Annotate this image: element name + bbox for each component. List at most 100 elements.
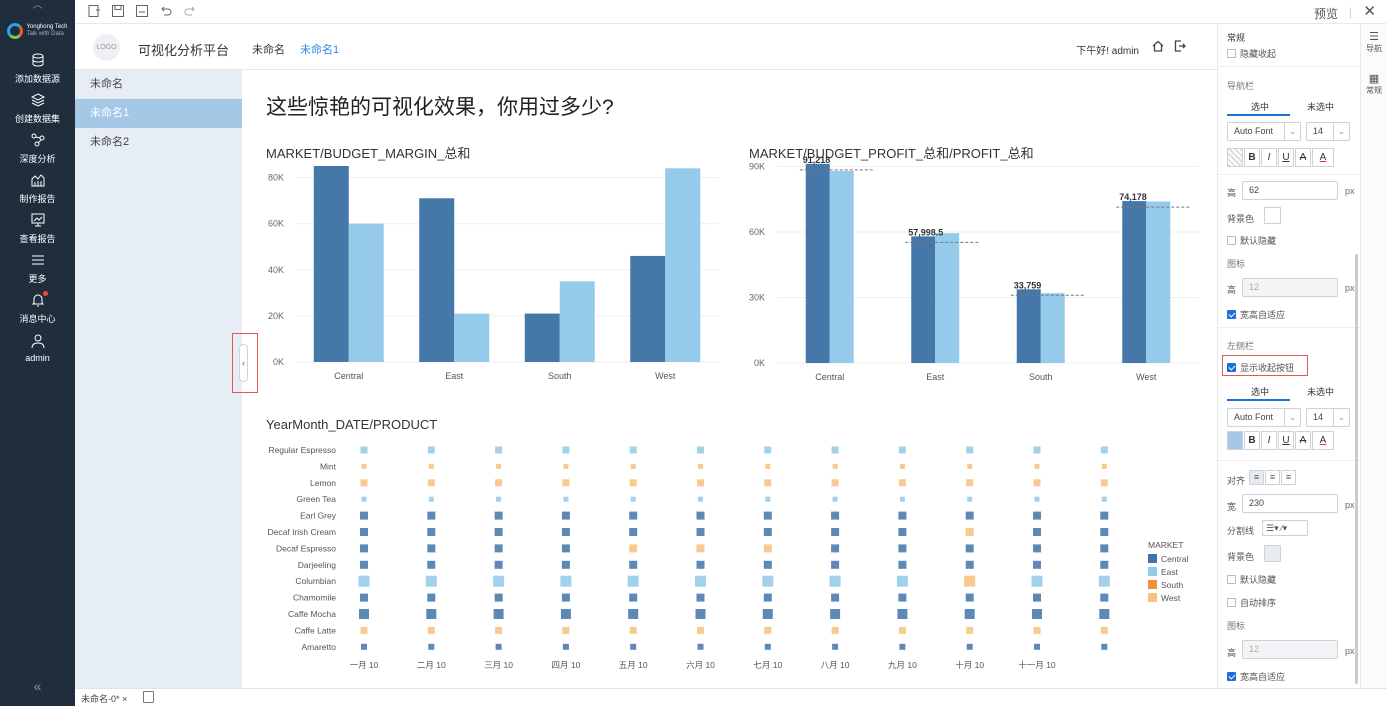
heat-cell[interactable] [897, 609, 908, 619]
heat-cell[interactable] [561, 511, 570, 520]
heat-cell[interactable] [629, 626, 637, 634]
heat-cell[interactable] [764, 626, 772, 634]
font-size-select[interactable]: 14 ⌄ [1306, 122, 1350, 141]
heat-cell[interactable] [361, 643, 367, 650]
heat-cell[interactable] [1033, 560, 1041, 569]
align-right-icon[interactable]: ≡ [1281, 470, 1296, 485]
heat-cell[interactable] [1034, 496, 1040, 502]
heat-cell[interactable] [427, 626, 435, 634]
heat-cell[interactable] [964, 575, 976, 587]
bar-East-0[interactable] [911, 236, 936, 363]
heat-cell[interactable] [764, 479, 772, 487]
divider-style-select[interactable]: ☰▾ ∕▾ [1262, 520, 1308, 536]
align-center-icon[interactable]: ≡ [1265, 470, 1280, 485]
default-hide-checkbox[interactable]: 默认隐藏 [1227, 573, 1276, 586]
logout-icon[interactable] [1173, 39, 1187, 53]
home-icon[interactable] [1151, 39, 1165, 53]
heat-cell[interactable] [1101, 643, 1108, 650]
heat-cell[interactable] [764, 446, 772, 454]
heat-cell[interactable] [696, 511, 705, 520]
bar-South-1[interactable] [1040, 293, 1065, 363]
heat-cell[interactable] [763, 528, 772, 536]
appbar-item-0[interactable]: 添加数据源 [0, 48, 75, 88]
heat-cell[interactable] [1100, 528, 1109, 536]
heat-cell[interactable] [898, 479, 906, 487]
heat-cell[interactable] [629, 544, 638, 553]
tab-selected[interactable]: 选中 [1251, 387, 1270, 397]
tab-selected[interactable]: 选中 [1251, 102, 1270, 112]
doc-tab[interactable]: 未命名-0* × [81, 694, 128, 704]
heat-cell[interactable] [1033, 593, 1041, 602]
heat-cell[interactable] [1032, 609, 1042, 619]
heat-cell[interactable] [1031, 575, 1043, 587]
bg-color-icon[interactable] [1227, 431, 1243, 450]
heat-cell[interactable] [1098, 575, 1110, 587]
heat-cell[interactable] [830, 609, 841, 619]
heat-cell[interactable] [762, 575, 774, 587]
font-select[interactable]: Auto Font ⌄ [1227, 122, 1301, 141]
heat-cell[interactable] [428, 463, 434, 469]
bar-South-0[interactable] [1016, 289, 1041, 363]
heat-cell[interactable] [360, 560, 368, 569]
bold-button[interactable]: B [1244, 148, 1260, 167]
default-hide-checkbox[interactable]: 默认隐藏 [1227, 234, 1276, 247]
heat-cell[interactable] [697, 626, 704, 634]
heat-cell[interactable] [493, 609, 504, 619]
heat-cell[interactable] [359, 609, 369, 619]
heat-cell[interactable] [494, 511, 503, 520]
heat-cell[interactable] [1100, 560, 1109, 569]
heat-cell[interactable] [1100, 479, 1108, 487]
heat-cell[interactable] [428, 643, 435, 650]
heat-cell[interactable] [831, 593, 840, 602]
heat-cell[interactable] [360, 544, 368, 553]
heat-cell[interactable] [361, 496, 367, 502]
undo-icon[interactable] [159, 4, 173, 18]
save-icon[interactable] [111, 4, 125, 18]
heat-cell[interactable] [427, 528, 436, 536]
bar-South-1[interactable] [559, 281, 595, 362]
heat-cell[interactable] [1100, 511, 1109, 520]
heat-cell[interactable] [967, 463, 973, 469]
underline-button[interactable]: U [1278, 148, 1294, 167]
bar-East-0[interactable] [419, 198, 455, 362]
heat-cell[interactable] [831, 511, 840, 520]
legend-label[interactable]: East [1161, 567, 1179, 577]
bar-Central-0[interactable] [313, 166, 349, 362]
heat-cell[interactable] [965, 593, 974, 602]
heat-cell[interactable] [494, 544, 503, 553]
legend-label[interactable]: West [1161, 593, 1181, 603]
bar-Central-0[interactable] [805, 163, 830, 363]
hide-collapse-checkbox[interactable]: 隐藏收起 [1227, 47, 1276, 60]
appbar-item-2[interactable]: 深度分析 [0, 128, 75, 168]
heat-cell[interactable] [765, 463, 771, 469]
side-tab-nav[interactable]: ☰ 导航 [1361, 30, 1386, 54]
heat-cell[interactable] [360, 626, 368, 634]
heat-cell[interactable] [360, 511, 368, 520]
heat-cell[interactable] [560, 575, 572, 587]
heat-cell[interactable] [965, 560, 974, 569]
left-collapse-button-highlight[interactable]: ‹ [232, 333, 258, 393]
heat-cell[interactable] [1100, 446, 1108, 454]
heat-cell[interactable] [896, 575, 908, 587]
heat-cell[interactable] [966, 643, 973, 650]
heat-cell[interactable] [495, 479, 503, 487]
heat-cell[interactable] [966, 446, 974, 454]
heat-cell[interactable] [695, 575, 706, 587]
heat-cell[interactable] [360, 446, 368, 454]
heat-cell[interactable] [697, 446, 704, 454]
bar-West-1[interactable] [665, 168, 701, 362]
appbar-item-5[interactable]: 更多 [0, 248, 75, 288]
heat-cell[interactable] [831, 528, 840, 536]
appbar-item-3[interactable]: 制作报告 [0, 168, 75, 208]
leftnav-item-0[interactable]: 未命名 [90, 78, 123, 90]
font-size-select[interactable]: 14 ⌄ [1306, 408, 1350, 427]
heat-cell[interactable] [898, 560, 907, 569]
heat-cell[interactable] [560, 609, 571, 619]
heat-cell[interactable] [831, 560, 840, 569]
heat-cell[interactable] [696, 593, 705, 602]
heat-cell[interactable] [1034, 643, 1040, 650]
heat-cell[interactable] [831, 446, 839, 454]
leftnav-item-2[interactable]: 未命名2 [90, 136, 130, 148]
heat-cell[interactable] [496, 463, 502, 469]
heat-cell[interactable] [1101, 463, 1107, 469]
